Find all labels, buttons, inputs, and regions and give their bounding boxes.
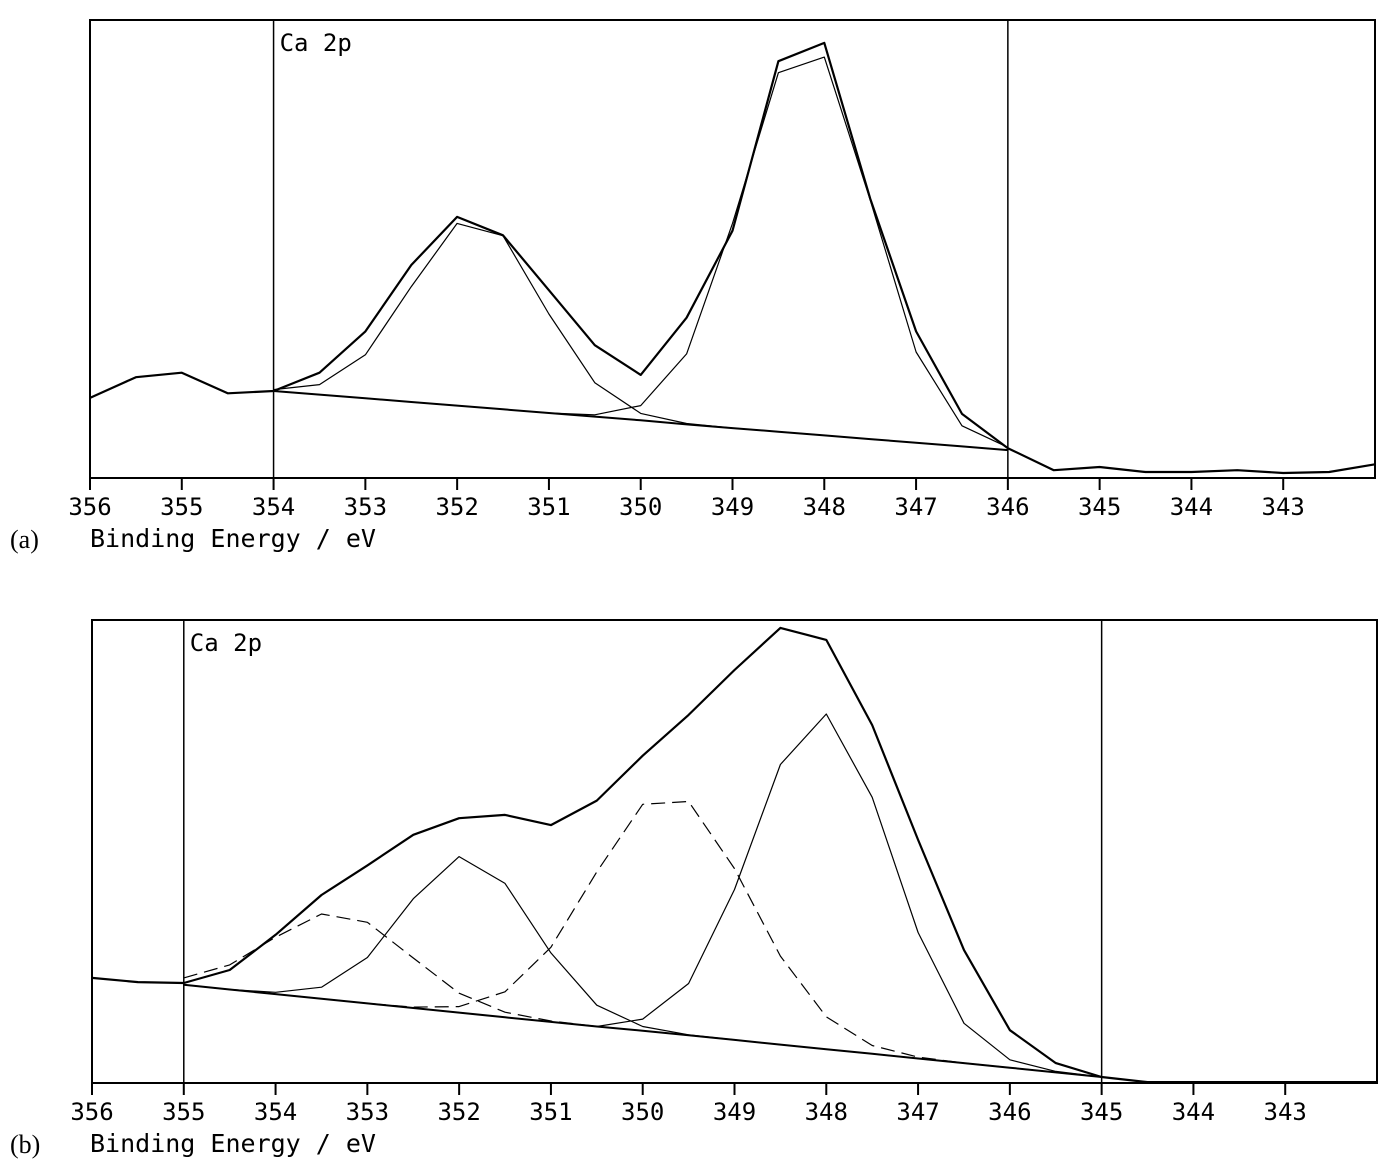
x-tick-label: 354: [252, 493, 295, 521]
panel-label: (a): [10, 525, 39, 554]
x-tick-label: 349: [711, 493, 754, 521]
x-tick-label: 354: [254, 1098, 297, 1126]
x-tick-label: 356: [68, 493, 111, 521]
x-tick-label: 352: [435, 493, 478, 521]
x-tick-label: 355: [160, 493, 203, 521]
spectrum-line: [89, 41, 1376, 475]
panel-label: (b): [10, 1130, 40, 1159]
annotation: Ca 2p: [280, 29, 352, 57]
x-tick-label: 349: [713, 1098, 756, 1126]
x-tick-label: 351: [529, 1098, 572, 1126]
x-tick-label: 355: [162, 1098, 205, 1126]
plot-frame: [89, 19, 1376, 479]
x-tick-label: 344: [1172, 1098, 1215, 1126]
x-axis-label: Binding Energy / eV: [90, 524, 376, 553]
x-tick-label: 356: [70, 1098, 113, 1126]
x-tick-label: 345: [1080, 1098, 1123, 1126]
x-tick-label: 344: [1170, 493, 1213, 521]
x-tick-label: 348: [803, 493, 846, 521]
annotation: Ca 2p: [190, 629, 262, 657]
spectrum-line: [273, 222, 1008, 451]
spectrum-line: [91, 626, 1377, 1084]
x-tick-label: 347: [896, 1098, 939, 1126]
spectrum-line: [183, 856, 1102, 1078]
x-tick-label: 353: [344, 493, 387, 521]
spectrum-line: [183, 913, 1102, 1078]
x-tick-label: 346: [988, 1098, 1031, 1126]
x-tick-label: 343: [1262, 493, 1305, 521]
x-tick-label: 348: [805, 1098, 848, 1126]
x-tick-label: 347: [894, 493, 937, 521]
x-tick-label: 350: [621, 1098, 664, 1126]
x-tick-label: 352: [437, 1098, 480, 1126]
x-axis-label: Binding Energy / eV: [90, 1129, 376, 1158]
spectrum-line: [183, 800, 1102, 1078]
plot-frame: [91, 619, 1378, 1084]
x-tick-label: 345: [1078, 493, 1121, 521]
x-tick-label: 353: [346, 1098, 389, 1126]
x-tick-label: 350: [619, 493, 662, 521]
x-tick-label: 346: [986, 493, 1029, 521]
x-tick-label: 351: [527, 493, 570, 521]
spectrum-line: [273, 56, 1009, 448]
spectrum-line: [183, 713, 1102, 1078]
x-tick-label: 343: [1264, 1098, 1307, 1126]
